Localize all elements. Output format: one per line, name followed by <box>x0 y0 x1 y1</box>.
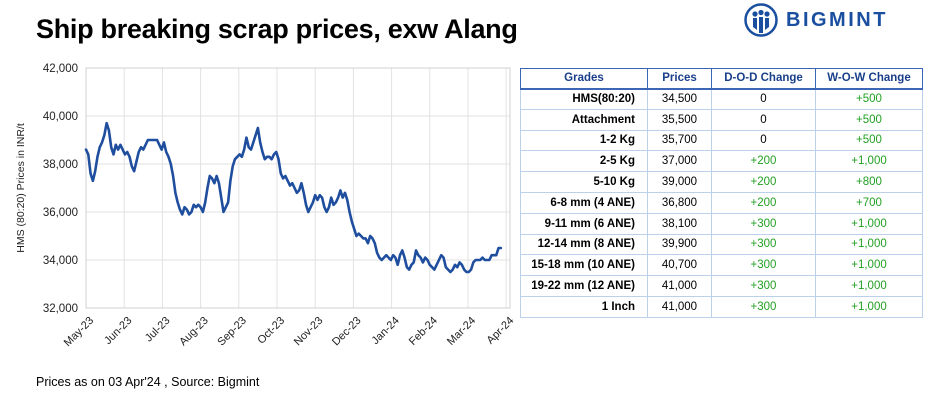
wow-cell: +500 <box>815 108 923 131</box>
price-cell: 41,000 <box>647 275 712 297</box>
grade-cell: 1-2 Kg <box>520 129 648 152</box>
table-row: Attachment 35,500 0 +500 <box>520 108 923 131</box>
wow-cell: +1,000 <box>815 295 923 318</box>
grade-cell: Attachment <box>520 108 648 131</box>
price-cell: 35,700 <box>647 129 712 152</box>
grade-cell: 15-18 mm (10 ANE) <box>520 254 648 277</box>
x-tick-label: Nov-23 <box>292 315 326 349</box>
x-tick-label: May-23 <box>62 315 96 349</box>
price-cell: 34,500 <box>647 88 712 110</box>
table-header-row: Grades Prices D-O-D Change W-O-W Change <box>520 68 923 90</box>
x-tick-label: Apr-24 <box>485 315 517 347</box>
table-row: 15-18 mm (10 ANE) 40,700 +300 +1,000 <box>520 254 923 277</box>
price-cell: 39,900 <box>647 233 712 256</box>
table-body: HMS(80:20) 34,500 0 +500 Attachment 35,500 0 +5… <box>520 88 923 318</box>
wow-cell: +1,000 <box>815 233 923 256</box>
grade-cell: 2-5 Kg <box>520 150 648 173</box>
table-row: 6-8 mm (4 ANE) 36,800 +200 +700 <box>520 191 923 214</box>
wow-cell: +1,000 <box>815 212 923 235</box>
wow-cell: +700 <box>815 191 923 214</box>
y-tick-labels: 32,000 34,000 36,000 38,000 40,000 42,000 <box>43 63 78 315</box>
table-row: 1-2 Kg 35,700 0 +500 <box>520 129 923 152</box>
bigmint-logo: BIGMINT <box>744 3 924 37</box>
dod-cell: +300 <box>711 254 816 277</box>
header-prices: Prices <box>647 68 712 90</box>
grade-cell: 6-8 mm (4 ANE) <box>520 191 648 214</box>
y-tick-label: 38,000 <box>43 159 78 171</box>
grid-layer <box>85 67 510 309</box>
wow-cell: +500 <box>815 129 923 152</box>
price-cell: 39,000 <box>647 171 712 193</box>
footer-source-note: Prices as on 03 Apr'24 , Source: Bigmint <box>36 375 260 389</box>
dod-cell: +300 <box>711 233 816 256</box>
table-row: 19-22 mm (12 ANE) 41,000 +300 +1,000 <box>520 275 923 297</box>
grade-cell: 1 Inch <box>520 295 648 318</box>
x-tick-label: Oct-23 <box>255 315 287 347</box>
y-tick-label: 34,000 <box>43 255 78 267</box>
dod-cell: 0 <box>711 88 816 110</box>
price-cell: 41,000 <box>647 295 712 318</box>
dod-cell: +200 <box>711 191 816 214</box>
dod-cell: 0 <box>711 129 816 152</box>
y-tick-label: 40,000 <box>43 111 78 123</box>
table-row: 12-14 mm (8 ANE) 39,900 +300 +1,000 <box>520 233 923 256</box>
table-row: 1 Inch 41,000 +300 +1,000 <box>520 295 923 318</box>
logo-text: BIGMINT <box>786 8 888 31</box>
grade-cell: 9-11 mm (6 ANE) <box>520 212 648 235</box>
header-grades: Grades <box>520 68 648 90</box>
dod-cell: +300 <box>711 212 816 235</box>
series-line <box>84 121 503 274</box>
grade-cell: 12-14 mm (8 ANE) <box>520 233 648 256</box>
price-cell: 40,700 <box>647 254 712 277</box>
logo-globe-icon <box>744 3 778 37</box>
y-tick-label: 36,000 <box>43 207 78 219</box>
x-tick-label: Jan-24 <box>370 315 402 347</box>
price-cell: 36,800 <box>647 191 712 214</box>
grade-cell: 19-22 mm (12 ANE) <box>520 275 648 297</box>
page-title: Ship breaking scrap prices, exw Alang <box>36 14 518 44</box>
x-tick-labels: May-23 Jun-23 Jul-23 Aug-23 Sep-23 Oct-23 Nov-… <box>62 315 517 349</box>
dod-cell: +200 <box>711 171 816 193</box>
x-tick-label: Aug-23 <box>177 315 211 349</box>
grade-cell: 5-10 Kg <box>520 171 648 193</box>
price-cell: 37,000 <box>647 150 712 173</box>
table-row: HMS(80:20) 34,500 0 +500 <box>520 88 923 110</box>
grades-price-table: Grades Prices D-O-D Change W-O-W Change … <box>520 68 923 318</box>
x-tick-label: Jul-23 <box>143 315 173 345</box>
plot-area-border <box>85 67 511 309</box>
x-tick-label: Jun-23 <box>102 315 134 347</box>
price-line-chart: 32,000 34,000 36,000 38,000 40,000 42,000 May… <box>15 63 517 349</box>
wow-cell: +500 <box>815 88 923 110</box>
header-dod-change: D-O-D Change <box>711 68 816 90</box>
x-tick-label: Dec-23 <box>330 315 364 349</box>
header-wow-change: W-O-W Change <box>815 68 923 90</box>
dod-cell: +200 <box>711 150 816 173</box>
y-tick-label: 32,000 <box>43 303 78 315</box>
x-tick-label: Mar-24 <box>445 315 478 348</box>
wow-cell: +1,000 <box>815 275 923 297</box>
table-row: 5-10 Kg 39,000 +200 +800 <box>520 171 923 193</box>
price-cell: 38,100 <box>647 212 712 235</box>
y-axis-label: HMS (80:20) Prices in INR/t <box>15 123 27 253</box>
dod-cell: +300 <box>711 295 816 318</box>
wow-cell: +800 <box>815 171 923 193</box>
wow-cell: +1,000 <box>815 150 923 173</box>
y-tick-label: 42,000 <box>43 63 78 75</box>
x-tick-label: Sep-23 <box>215 315 249 349</box>
grade-cell: HMS(80:20) <box>520 88 648 110</box>
dod-cell: 0 <box>711 108 816 131</box>
table-row: 2-5 Kg 37,000 +200 +1,000 <box>520 150 923 173</box>
price-cell: 35,500 <box>647 108 712 131</box>
table-row: 9-11 mm (6 ANE) 38,100 +300 +1,000 <box>520 212 923 235</box>
wow-cell: +1,000 <box>815 254 923 277</box>
dod-cell: +300 <box>711 275 816 297</box>
x-tick-label: Feb-24 <box>407 315 440 348</box>
